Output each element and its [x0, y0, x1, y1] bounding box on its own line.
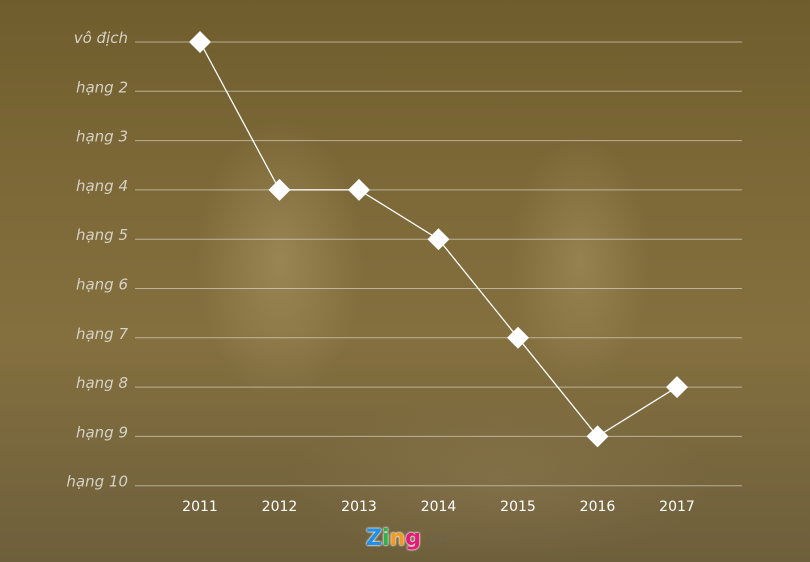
x-tick-label: 2017	[659, 499, 695, 515]
y-tick-label: hạng 5	[76, 226, 128, 244]
data-point-marker	[427, 228, 450, 251]
data-point-marker	[348, 178, 370, 201]
data-point-marker	[666, 376, 688, 399]
x-tick-label: 2014	[421, 499, 457, 515]
logo-letter: i	[381, 526, 390, 551]
y-tick-label: hạng 4	[76, 177, 128, 195]
y-tick-label: hạng 6	[76, 276, 128, 294]
data-point-marker	[586, 425, 609, 448]
data-point-marker	[268, 178, 291, 201]
y-tick-label: hạng 9	[76, 423, 128, 441]
y-tick-label: hạng 8	[76, 374, 128, 392]
x-tick-label: 2015	[500, 499, 536, 515]
data-point-marker	[189, 31, 211, 53]
zing-logo: Zing.vn	[366, 526, 447, 551]
logo-letter: g	[405, 526, 421, 551]
y-tick-label: hạng 10	[66, 473, 128, 491]
logo-letter: Z	[366, 526, 382, 551]
x-tick-label: 2013	[341, 499, 377, 515]
y-tick-label: hạng 2	[76, 78, 128, 96]
logo-domain: .vn	[420, 530, 448, 550]
y-tick-label: hạng 3	[76, 128, 128, 146]
x-tick-label: 2016	[580, 499, 616, 515]
data-point-marker	[507, 326, 529, 349]
y-tick-label: vô địch	[74, 29, 128, 47]
x-tick-label: 2011	[182, 499, 218, 515]
x-tick-label: 2012	[262, 499, 298, 515]
y-tick-label: hạng 7	[76, 325, 128, 343]
logo-letter: n	[389, 526, 406, 551]
